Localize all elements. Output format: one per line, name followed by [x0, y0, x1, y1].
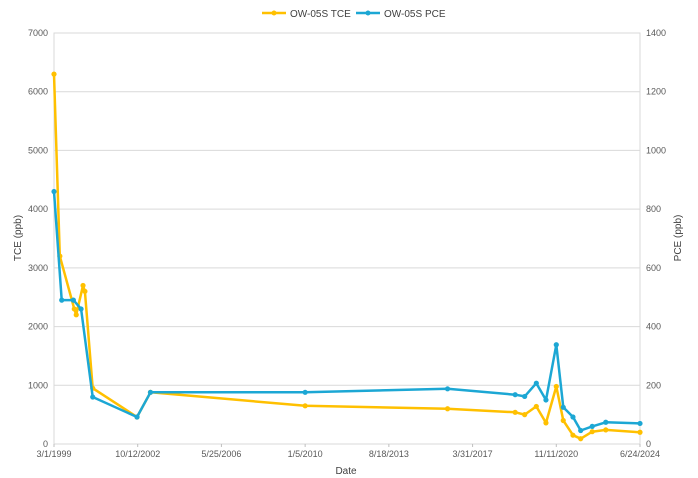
data-point-ow-05s-pce — [302, 389, 308, 395]
y-left-tick-label: 2000 — [28, 322, 48, 332]
legend-item-pce: OW-05S PCE — [356, 9, 446, 20]
x-tick-label: 6/24/2024 — [620, 449, 660, 459]
data-point-ow-05s-pce — [147, 389, 154, 395]
data-point-ow-05s-tce — [603, 427, 609, 433]
data-point-ow-05s-pce — [637, 420, 643, 427]
data-point-ow-05s-pce — [578, 427, 584, 434]
y-left-tick-label: 1000 — [28, 380, 48, 390]
data-point-ow-05s-pce — [589, 423, 595, 429]
data-point-ow-05s-pce — [603, 419, 609, 425]
data-point-ow-05s-pce — [51, 188, 57, 195]
data-point-ow-05s-tce — [512, 409, 518, 415]
data-point-ow-05s-tce — [51, 71, 57, 77]
y-right-tick-label: 1000 — [646, 145, 666, 155]
y-left-tick-label: 6000 — [28, 87, 48, 97]
y-right-tick-label: 200 — [646, 380, 661, 390]
data-point-ow-05s-pce — [533, 380, 539, 386]
y-right-tick-label: 400 — [646, 322, 661, 332]
legend-label-tce: OW-05S TCE — [290, 9, 351, 20]
series-line-ow-05s-pce — [52, 191, 641, 432]
grid — [53, 32, 641, 445]
x-axis-ticks: 3/1/1999 10/12/2002 5/25/2006 1/5/2010 8/18/… — [36, 444, 660, 459]
x-tick-label: 3/31/2017 — [453, 449, 493, 459]
data-point-ow-05s-pce — [570, 414, 576, 420]
x-tick-label: 10/12/2002 — [115, 449, 160, 459]
data-point-ow-05s-tce — [302, 403, 308, 409]
data-point-ow-05s-pce — [134, 414, 140, 420]
data-point-ow-05s-pce — [543, 397, 549, 403]
legend: OW-05S TCE OW-05S PCE — [262, 9, 446, 20]
data-point-ow-05s-pce — [59, 297, 65, 303]
data-point-ow-05s-pce — [78, 306, 84, 312]
y-axis-left-title: TCE (ppb) — [13, 215, 24, 261]
y-axis-left-ticks: 0 1000 2000 3000 4000 5000 6000 7000 — [28, 28, 48, 449]
data-point-ow-05s-tce — [570, 432, 576, 438]
data-point-ow-05s-pce — [444, 386, 451, 392]
data-point-ow-05s-tce — [73, 312, 79, 318]
data-point-ow-05s-tce — [71, 306, 77, 312]
plot-border — [53, 32, 641, 445]
x-tick-label: 5/25/2006 — [201, 449, 241, 459]
y-right-tick-label: 1200 — [646, 87, 666, 97]
data-point-ow-05s-tce — [589, 429, 595, 435]
data-point-ow-05s-tce — [80, 282, 86, 289]
y-right-tick-label: 0 — [646, 439, 651, 449]
data-point-ow-05s-tce — [637, 429, 643, 435]
y-right-tick-label: 600 — [646, 263, 661, 273]
legend-label-pce: OW-05S PCE — [384, 9, 446, 20]
y-right-tick-label: 1400 — [646, 28, 666, 38]
y-left-tick-label: 5000 — [28, 145, 48, 155]
y-right-tick-label: 800 — [646, 204, 661, 214]
legend-marker-pce — [365, 10, 371, 16]
y-left-tick-label: 4000 — [28, 204, 48, 214]
legend-marker-tce — [271, 10, 277, 16]
data-point-ow-05s-pce — [522, 393, 528, 400]
y-axis-right-ticks: 0 200 400 600 800 1000 1200 1400 — [646, 28, 666, 449]
data-point-ow-05s-tce — [560, 417, 566, 424]
data-point-ow-05s-pce — [512, 392, 518, 398]
y-left-tick-label: 0 — [43, 439, 48, 449]
legend-item-tce: OW-05S TCE — [262, 9, 351, 20]
y-axis-right-title: PCE (ppb) — [673, 215, 684, 262]
series-line-ow-05s-tce — [52, 74, 641, 440]
y-left-tick-label: 3000 — [28, 263, 48, 273]
data-point-ow-05s-pce — [90, 394, 96, 400]
data-point-ow-05s-tce — [82, 288, 88, 294]
x-axis-title: Date — [335, 466, 357, 477]
data-point-ow-05s-pce — [560, 404, 566, 410]
x-tick-label: 11/11/2020 — [534, 449, 578, 459]
data-point-ow-05s-tce — [444, 406, 451, 412]
series-layer — [51, 71, 643, 442]
data-point-ow-05s-tce — [522, 412, 528, 418]
y-left-tick-label: 7000 — [28, 28, 48, 38]
data-point-ow-05s-tce — [578, 436, 584, 442]
x-tick-label: 1/5/2010 — [288, 449, 323, 459]
data-point-ow-05s-tce — [533, 403, 539, 410]
x-tick-label: 8/18/2013 — [369, 449, 409, 459]
data-point-ow-05s-tce — [543, 420, 549, 426]
x-tick-label: 3/1/1999 — [36, 449, 71, 459]
data-point-ow-05s-pce — [70, 297, 76, 303]
data-point-ow-05s-tce — [553, 383, 559, 390]
data-point-ow-05s-pce — [553, 342, 559, 348]
